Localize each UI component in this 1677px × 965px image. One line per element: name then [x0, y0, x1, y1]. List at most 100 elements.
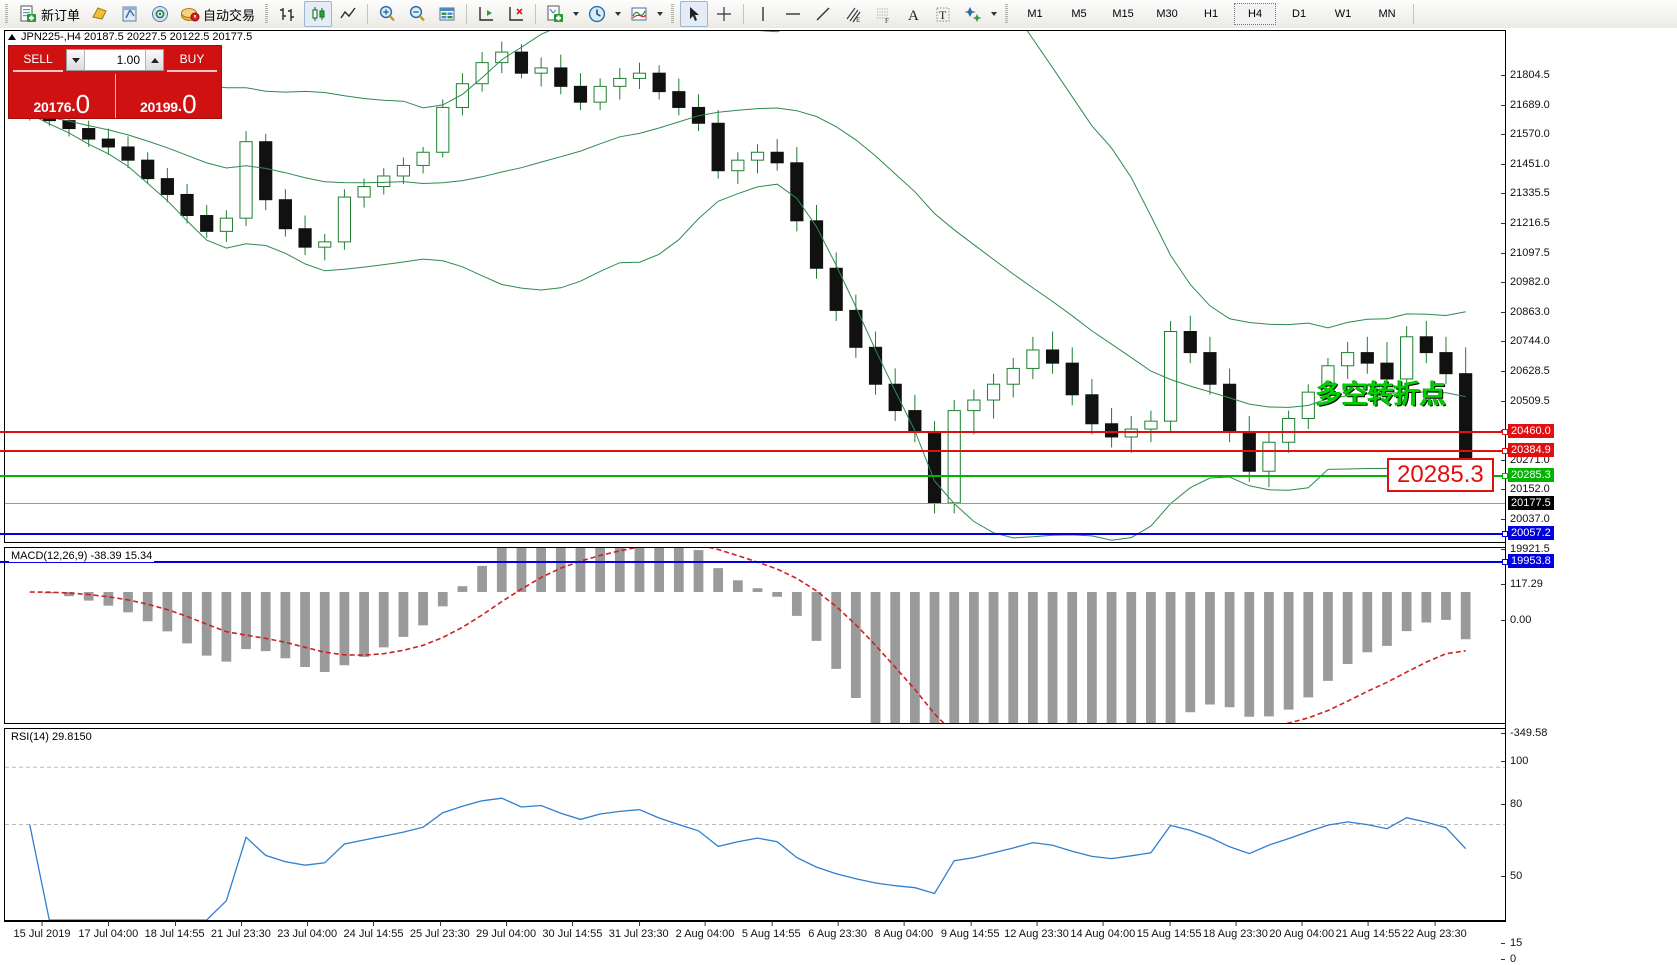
crosshair-button[interactable] — [710, 1, 738, 27]
candlestick-button[interactable] — [304, 1, 333, 27]
price-tick-label: 21097.5 — [1510, 246, 1550, 259]
date-tick-mark — [1102, 921, 1104, 926]
date-tick-label: 20 Aug 04:00 — [1269, 928, 1335, 940]
date-tick-mark — [506, 921, 508, 926]
horizontal-line-button[interactable] — [779, 1, 807, 27]
volume-dropdown-button[interactable] — [67, 50, 85, 70]
equidistant-channel-button[interactable]: E — [839, 1, 867, 27]
level-line-handle[interactable] — [1502, 473, 1508, 479]
level-line-handle[interactable] — [1502, 429, 1508, 435]
level-line-handle[interactable] — [1502, 531, 1508, 537]
zoom-out-button[interactable] — [403, 1, 431, 27]
date-tick-label: 30 Jul 14:55 — [542, 928, 603, 940]
timeframe-d1[interactable]: D1 — [1292, 8, 1307, 20]
price-chart-canvas[interactable] — [5, 31, 1505, 542]
template-button[interactable] — [541, 1, 569, 27]
period-dropdown-caret[interactable] — [615, 12, 622, 16]
new-order-button[interactable]: 新订单 — [14, 1, 84, 27]
chevron-up-icon — [150, 57, 159, 63]
chart-area[interactable]: MACD(12,26,9) -38.39 15.34 RSI(14) 29.81… — [0, 28, 1677, 965]
buy-button[interactable]: BUY — [167, 48, 217, 72]
volume-increment-button[interactable] — [145, 50, 163, 70]
text-button[interactable]: A — [899, 1, 927, 27]
template-dropdown-caret[interactable] — [573, 12, 580, 16]
sell-button[interactable]: SELL — [13, 48, 63, 72]
timeframe-m1[interactable]: M1 — [1027, 8, 1043, 20]
toolbar-grip[interactable] — [3, 4, 10, 24]
collapse-triangle-icon[interactable] — [8, 34, 16, 40]
date-tick-label: 24 Jul 14:55 — [343, 928, 404, 940]
one-click-trading-panel[interactable]: SELL 1.00 BUY 20176 . 0 20199 . 0 — [8, 45, 222, 119]
candle — [160, 168, 174, 203]
macd-chart-canvas[interactable] — [5, 548, 1505, 723]
rsi-pane[interactable]: RSI(14) 29.8150 — [4, 728, 1506, 921]
trend-line-button[interactable] — [809, 1, 837, 27]
toolbar-grip-2[interactable] — [263, 4, 271, 24]
auto-trading-button[interactable]: 自动交易 — [176, 1, 259, 27]
date-tick: 24 Jul 14:55 — [343, 921, 404, 940]
date-tick: 17 Jul 04:00 — [78, 921, 138, 940]
charts-button[interactable] — [86, 1, 114, 27]
indicator-button[interactable] — [625, 1, 653, 27]
candle — [1183, 315, 1197, 364]
timeframe-mn[interactable]: MN — [1378, 8, 1396, 20]
macd-signal-line — [29, 548, 1466, 723]
level-line-handle[interactable] — [1502, 448, 1508, 454]
volume-input[interactable]: 1.00 — [66, 49, 164, 71]
timeframe-w1[interactable]: W1 — [1334, 8, 1352, 20]
cursor-icon — [690, 7, 700, 21]
timeframe-m5[interactable]: M5 — [1071, 8, 1087, 20]
sell-price-cell[interactable]: 20176 . 0 — [9, 74, 116, 118]
timeframe-m30[interactable]: M30 — [1156, 8, 1178, 20]
line-chart-button[interactable] — [334, 1, 362, 27]
bar-chart-button[interactable] — [274, 1, 302, 27]
date-tick-label: 23 Jul 04:00 — [277, 928, 338, 940]
level-line-bar — [0, 450, 1505, 452]
cursor-button[interactable] — [680, 1, 709, 27]
date-tick: 14 Aug 04:00 — [1070, 921, 1135, 940]
candle — [1223, 368, 1237, 443]
candle — [200, 204, 214, 238]
volume-value[interactable]: 1.00 — [116, 53, 140, 67]
axis-tick: 100 — [1500, 755, 1528, 767]
price-pane[interactable] — [4, 30, 1506, 543]
date-tick-mark — [307, 921, 309, 926]
price-tag-support-2: 19953.8 — [1508, 554, 1554, 568]
timeframe-h1[interactable]: H1 — [1204, 8, 1219, 20]
indicator-dropdown-caret[interactable] — [657, 12, 664, 16]
toolbar-grip-3[interactable] — [669, 4, 677, 24]
text-label-button[interactable]: T — [929, 1, 957, 27]
candle — [1203, 336, 1217, 395]
price-tick: 21689.0 — [1501, 99, 1550, 111]
level-line-handle[interactable] — [1502, 559, 1508, 565]
rsi-chart-canvas[interactable] — [5, 729, 1505, 920]
timeframe-h4[interactable]: H4 — [1234, 3, 1277, 25]
macd-label: MACD(12,26,9) -38.39 15.34 — [9, 550, 155, 562]
level-line-bar — [0, 533, 1505, 535]
price-tick: 20982.0 — [1501, 276, 1550, 288]
price-tick: 21335.5 — [1501, 187, 1550, 199]
toolbar-grip-4[interactable] — [1003, 4, 1011, 24]
timeframe-m15[interactable]: M15 — [1112, 8, 1134, 20]
candle — [652, 65, 666, 100]
candle — [298, 215, 312, 256]
terminal-button[interactable] — [116, 1, 144, 27]
last-price-line — [5, 503, 1505, 504]
data-window-button[interactable] — [433, 1, 461, 27]
date-tick-label: 12 Aug 23:30 — [1004, 928, 1069, 940]
auto-scroll-button[interactable] — [502, 1, 530, 27]
chart-shift-button[interactable] — [472, 1, 500, 27]
fibonacci-button[interactable]: F — [869, 1, 897, 27]
period-button[interactable] — [583, 1, 611, 27]
bollinger-band-upper — [29, 31, 1466, 329]
candle — [1419, 320, 1433, 364]
axis-tick-label: 0.00 — [1510, 614, 1532, 626]
macd-pane[interactable]: MACD(12,26,9) -38.39 15.34 — [4, 547, 1506, 724]
shapes-button[interactable] — [959, 1, 987, 27]
vertical-line-button[interactable] — [749, 1, 777, 27]
zoom-in-button[interactable] — [373, 1, 401, 27]
date-tick: 8 Aug 04:00 — [875, 921, 933, 940]
buy-price-cell[interactable]: 20199 . 0 — [116, 74, 222, 118]
navigator-button[interactable] — [146, 1, 174, 27]
shapes-dropdown-caret[interactable] — [991, 12, 998, 16]
